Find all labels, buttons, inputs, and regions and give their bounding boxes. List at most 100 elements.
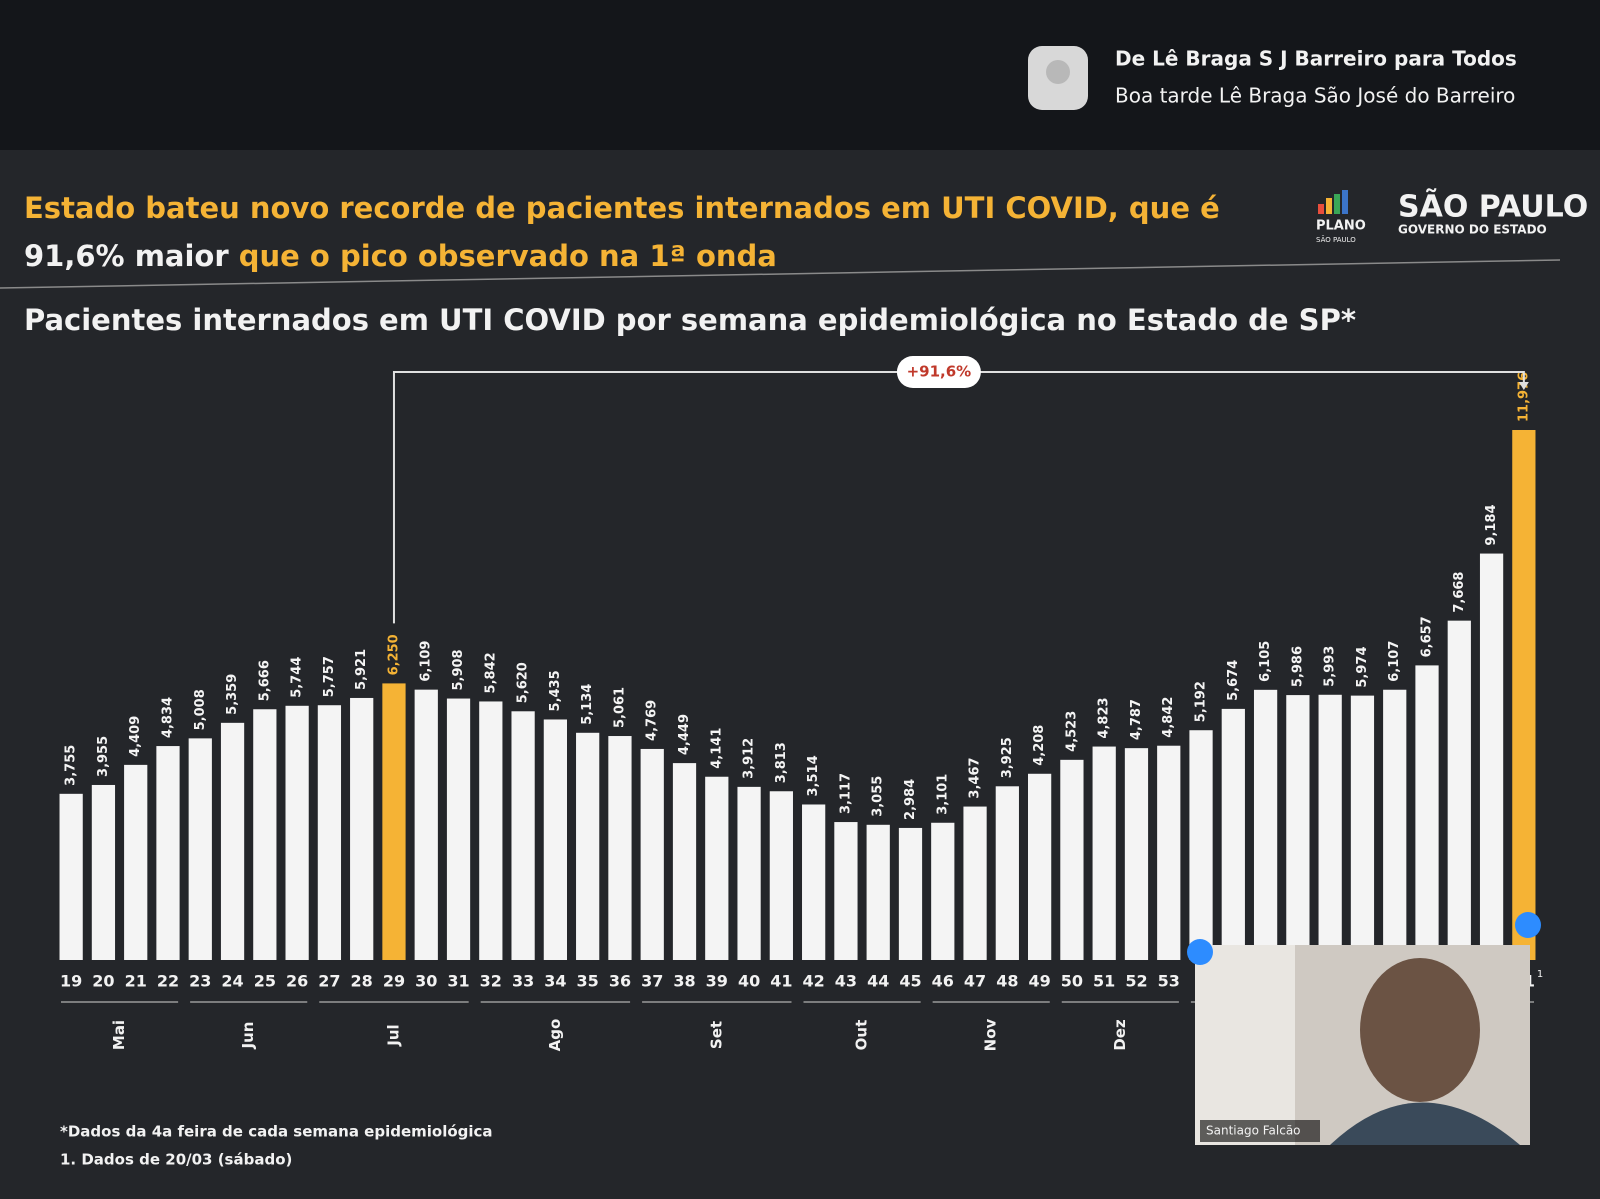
logo-plano-text: PLANO bbox=[1316, 219, 1366, 234]
bar bbox=[995, 786, 1019, 960]
value-label: 5,620 bbox=[516, 662, 531, 703]
x-tick-label: 19 bbox=[60, 972, 82, 991]
bar bbox=[705, 776, 729, 960]
value-label: 3,755 bbox=[64, 745, 79, 786]
x-tick-label: 50 bbox=[1061, 972, 1083, 991]
bar bbox=[91, 784, 116, 960]
x-tick-label: 24 bbox=[221, 972, 243, 991]
x-tick-label: 28 bbox=[351, 972, 373, 991]
headline-white: 91,6% maior bbox=[24, 239, 229, 273]
value-label: 4,409 bbox=[128, 716, 143, 757]
headline-1: Estado bateu novo recorde de pacientes i… bbox=[24, 191, 1220, 225]
x-tick-label: 39 bbox=[706, 972, 728, 991]
bar bbox=[1157, 745, 1181, 960]
x-tick-label: 22 bbox=[157, 972, 179, 991]
bar bbox=[414, 689, 438, 960]
headline-orange: que o pico observado na 1ª onda bbox=[229, 239, 777, 273]
x-tick-label: 27 bbox=[318, 972, 340, 991]
video-button[interactable] bbox=[1515, 912, 1541, 938]
bar bbox=[1189, 730, 1213, 960]
bar bbox=[1447, 620, 1471, 960]
x-tick-label: 35 bbox=[577, 972, 599, 991]
x-tick-label: 34 bbox=[544, 972, 566, 991]
video-person bbox=[1360, 958, 1480, 1102]
value-label: 5,993 bbox=[1323, 646, 1338, 687]
bar bbox=[1124, 748, 1149, 960]
bar bbox=[576, 732, 600, 960]
bar bbox=[1060, 759, 1084, 960]
divider bbox=[0, 259, 1561, 289]
bar bbox=[253, 709, 277, 960]
video-button[interactable] bbox=[1187, 939, 1213, 965]
value-label: 6,107 bbox=[1387, 641, 1402, 682]
value-label: 4,769 bbox=[645, 700, 660, 741]
value-label: 4,523 bbox=[1064, 711, 1079, 752]
value-label: 4,834 bbox=[160, 697, 175, 738]
bar bbox=[317, 705, 342, 960]
video-name-bg bbox=[1200, 1120, 1320, 1142]
value-label: 4,449 bbox=[677, 714, 692, 755]
value-label: 5,061 bbox=[612, 687, 627, 728]
value-label: 3,117 bbox=[838, 773, 853, 814]
bar bbox=[124, 764, 148, 960]
chat-message: Boa tarde Lê Braga São José do Barreiro bbox=[1115, 84, 1515, 108]
bar bbox=[640, 748, 664, 960]
bar bbox=[1027, 773, 1052, 960]
bar bbox=[737, 786, 761, 960]
month-label: Out bbox=[853, 1020, 871, 1051]
value-label: 3,467 bbox=[968, 757, 983, 798]
bar bbox=[769, 791, 793, 960]
bar bbox=[898, 827, 923, 960]
value-label: 3,055 bbox=[871, 776, 886, 817]
x-tick-label: 26 bbox=[286, 972, 308, 991]
x-tick-label: 49 bbox=[1028, 972, 1050, 991]
bar bbox=[543, 719, 568, 960]
bar bbox=[1479, 553, 1504, 960]
value-label: 5,921 bbox=[354, 649, 369, 690]
x-tick-label: 21 bbox=[125, 972, 147, 991]
x-tick-label: 40 bbox=[738, 972, 760, 991]
video-shirt bbox=[1330, 1102, 1520, 1145]
value-label: 5,974 bbox=[1355, 646, 1370, 687]
value-label: 4,823 bbox=[1097, 697, 1112, 738]
x-tick-label: 38 bbox=[673, 972, 695, 991]
x-tick-label: 23 bbox=[189, 972, 211, 991]
bar bbox=[1092, 746, 1116, 960]
month-label: Nov bbox=[982, 1018, 1000, 1051]
value-label: 4,787 bbox=[1129, 699, 1144, 740]
value-label: 5,744 bbox=[290, 657, 305, 698]
annotation: +91,6% bbox=[907, 363, 972, 381]
x-tick-label: 33 bbox=[512, 972, 534, 991]
bar bbox=[188, 738, 212, 960]
x-tick-label: 51 bbox=[1093, 972, 1115, 991]
bar bbox=[1318, 694, 1342, 960]
bar bbox=[1253, 689, 1278, 960]
x-tick-label: 31 bbox=[447, 972, 469, 991]
value-label: 7,668 bbox=[1452, 572, 1467, 613]
logo-sp: SÃO PAULO bbox=[1398, 188, 1588, 225]
footnote: 1. Dados de 20/03 (sábado) bbox=[60, 1151, 292, 1169]
value-label: 5,757 bbox=[322, 656, 337, 697]
bar bbox=[1415, 665, 1439, 960]
chart-title: Pacientes internados em UTI COVID por se… bbox=[24, 303, 1356, 337]
logo-sp-sub: GOVERNO DO ESTADO bbox=[1398, 223, 1547, 237]
x-tick-label: 32 bbox=[480, 972, 502, 991]
x-tick-label: 48 bbox=[996, 972, 1018, 991]
avatar-head bbox=[1046, 60, 1070, 84]
x-tick-label: 29 bbox=[383, 972, 405, 991]
top-bar bbox=[0, 0, 1600, 150]
bar bbox=[511, 711, 535, 960]
bar bbox=[1512, 430, 1536, 960]
bar bbox=[963, 806, 987, 960]
value-label: 5,674 bbox=[1226, 660, 1241, 701]
value-label: 9,184 bbox=[1484, 504, 1499, 545]
value-label: 5,986 bbox=[1290, 646, 1305, 687]
video-name: Santiago Falcão bbox=[1206, 1124, 1301, 1138]
x-tick-label: 47 bbox=[964, 972, 986, 991]
logo-plano: PLANO SÃO PAULO bbox=[1316, 190, 1366, 244]
x-tick-label: 36 bbox=[609, 972, 631, 991]
value-label: 3,912 bbox=[742, 738, 757, 779]
bar bbox=[1383, 689, 1407, 960]
